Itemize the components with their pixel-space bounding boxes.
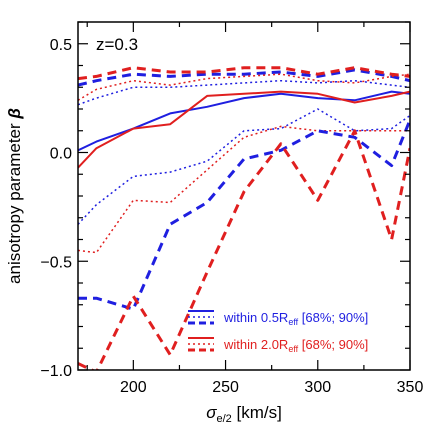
y-axis-title: anisotropy parameter β: [5, 108, 24, 284]
x-tick-label: 250: [212, 379, 239, 396]
y-axis-title-symbol: β: [5, 108, 24, 120]
series-line-red-90-upper: [78, 66, 410, 81]
series-line-blue-68-upper: [78, 79, 410, 106]
x-tick-label: 350: [397, 379, 424, 396]
series-line-blue-90-lower: [78, 119, 410, 311]
x-axis-title-subscript: e/2: [216, 413, 231, 425]
series-line-blue-median: [78, 90, 410, 152]
legend-entry-blue: within 0.5Reff [68%; 90%]: [188, 310, 368, 327]
series-line-red-median: [78, 90, 410, 169]
x-axis-title-symbol: σ: [206, 403, 217, 422]
axis-ticks: [78, 21, 411, 371]
x-tick-label: 300: [304, 379, 331, 396]
y-tick-label: 0.5: [50, 37, 72, 54]
x-axis-title: σe/2 [km/s]: [206, 403, 282, 425]
legend-label: within 0.5Reff [68%; 90%]: [223, 310, 368, 327]
series-line-red-68-upper: [78, 73, 410, 101]
legend-label: within 2.0Reff [68%; 90%]: [223, 337, 368, 354]
tick-labels: 200 250 300 350 0.5 0.0 −0.5 −1.0: [40, 37, 423, 396]
legend: within 0.5Reff [68%; 90%] within 2.0Reff …: [188, 310, 368, 354]
series-layer: [78, 66, 410, 370]
y-tick-label: −0.5: [40, 254, 72, 271]
redshift-annotation: z=0.3: [96, 35, 138, 54]
series-line-red-68-lower: [78, 125, 410, 254]
y-tick-label: 0.0: [50, 146, 72, 163]
y-axis-title-text: anisotropy parameter: [5, 119, 24, 284]
x-axis-title-units: [km/s]: [232, 403, 282, 422]
series-line-blue-90-upper: [78, 68, 410, 87]
y-tick-label: −1.0: [40, 363, 72, 380]
legend-entry-red: within 2.0Reff [68%; 90%]: [188, 337, 368, 354]
x-tick-label: 200: [120, 379, 147, 396]
series-line-blue-68-lower: [78, 108, 410, 225]
series-line-red-90-lower: [78, 129, 410, 370]
